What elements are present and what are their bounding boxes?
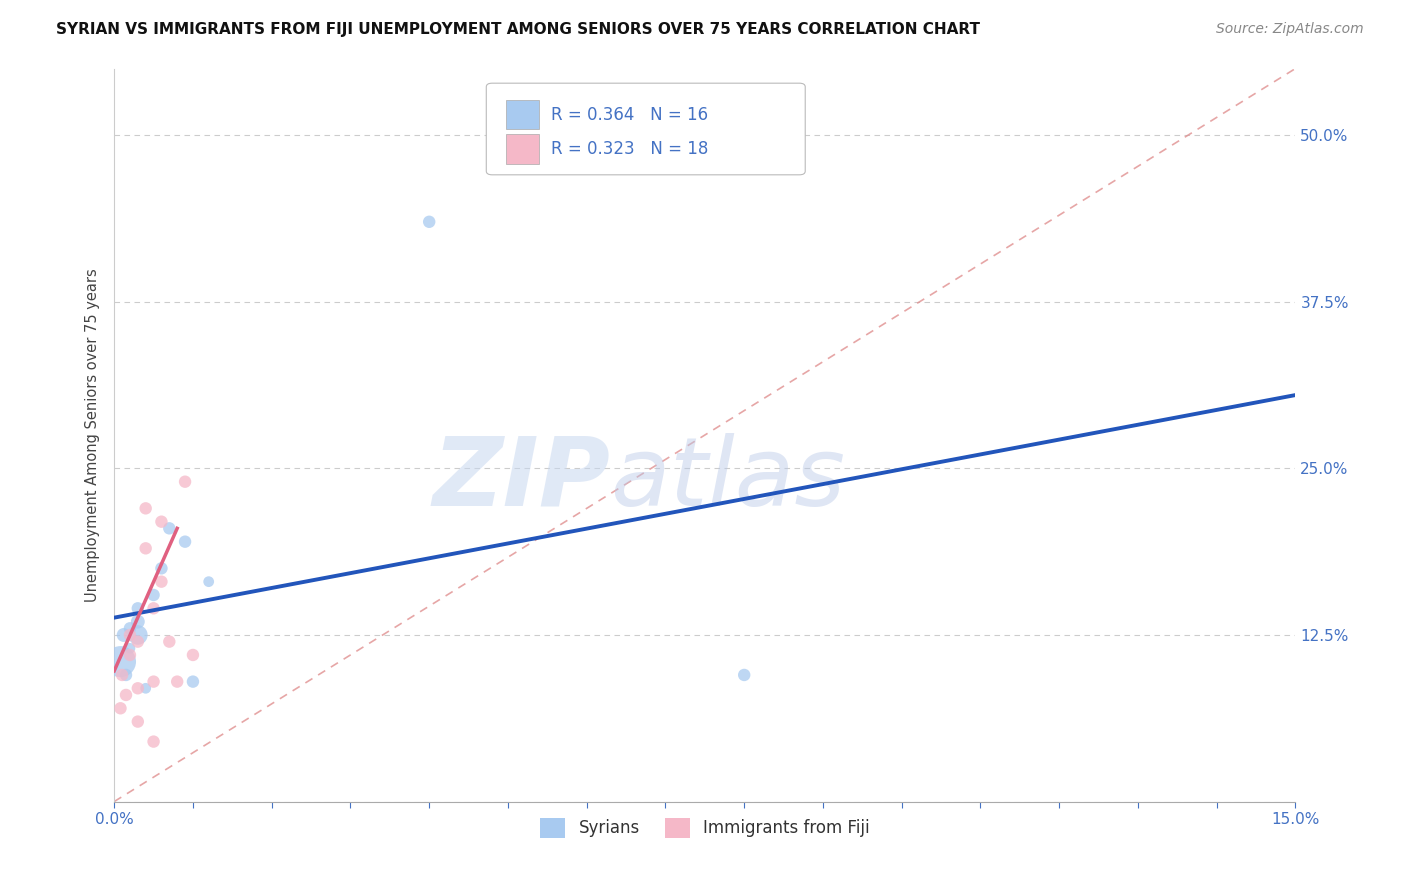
Point bbox=[127, 714, 149, 729]
FancyBboxPatch shape bbox=[506, 135, 540, 164]
Point bbox=[115, 688, 138, 702]
Text: R = 0.323   N = 18: R = 0.323 N = 18 bbox=[551, 140, 709, 158]
Y-axis label: Unemployment Among Seniors over 75 years: Unemployment Among Seniors over 75 years bbox=[86, 268, 100, 602]
Text: ZIP: ZIP bbox=[433, 433, 610, 525]
Point bbox=[157, 634, 180, 648]
Point bbox=[135, 501, 157, 516]
Point bbox=[150, 515, 173, 529]
Point bbox=[733, 668, 755, 682]
Text: atlas: atlas bbox=[610, 433, 845, 525]
Point bbox=[181, 674, 204, 689]
FancyBboxPatch shape bbox=[506, 100, 540, 129]
Point bbox=[118, 621, 141, 635]
Point bbox=[127, 681, 149, 696]
Text: Source: ZipAtlas.com: Source: ZipAtlas.com bbox=[1216, 22, 1364, 37]
Point bbox=[181, 648, 204, 662]
Point bbox=[174, 534, 197, 549]
Text: SYRIAN VS IMMIGRANTS FROM FIJI UNEMPLOYMENT AMONG SENIORS OVER 75 YEARS CORRELAT: SYRIAN VS IMMIGRANTS FROM FIJI UNEMPLOYM… bbox=[56, 22, 980, 37]
Point bbox=[127, 628, 149, 642]
Point bbox=[418, 215, 440, 229]
Point bbox=[127, 601, 149, 615]
Text: R = 0.364   N = 16: R = 0.364 N = 16 bbox=[551, 106, 709, 124]
Point bbox=[135, 681, 157, 696]
Point bbox=[115, 668, 138, 682]
Point bbox=[127, 615, 149, 629]
Point bbox=[142, 674, 165, 689]
Point bbox=[150, 574, 173, 589]
Point bbox=[111, 668, 134, 682]
Point bbox=[135, 541, 157, 556]
Point bbox=[127, 634, 149, 648]
Point bbox=[110, 701, 132, 715]
Legend: Syrians, Immigrants from Fiji: Syrians, Immigrants from Fiji bbox=[533, 811, 876, 845]
Point bbox=[150, 561, 173, 575]
Point bbox=[118, 628, 141, 642]
Point bbox=[112, 628, 135, 642]
Point bbox=[118, 641, 141, 656]
Point bbox=[118, 648, 141, 662]
Point bbox=[157, 521, 180, 535]
FancyBboxPatch shape bbox=[486, 83, 806, 175]
Point bbox=[142, 601, 165, 615]
Point bbox=[142, 734, 165, 748]
Point bbox=[166, 674, 188, 689]
Point bbox=[174, 475, 197, 489]
Point bbox=[110, 655, 132, 669]
Point bbox=[142, 588, 165, 602]
Point bbox=[197, 574, 219, 589]
